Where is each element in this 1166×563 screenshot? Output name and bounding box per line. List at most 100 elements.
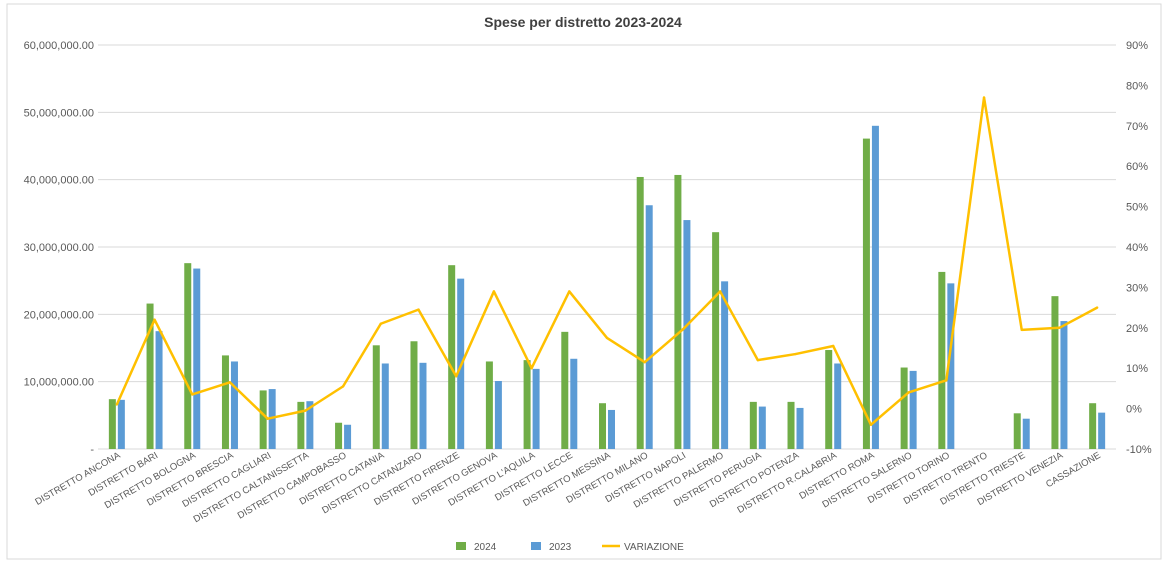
- bar-2024: [259, 390, 267, 449]
- bar-2024: [372, 345, 380, 449]
- legend-label: 2023: [549, 542, 572, 553]
- bar-2024: [1051, 296, 1059, 449]
- line-point-VARIAZIONE: [756, 358, 760, 362]
- bar-2023: [419, 362, 427, 449]
- bar-2023: [381, 363, 389, 449]
- y2-tick-label: 10%: [1126, 363, 1148, 375]
- line-point-VARIAZIONE: [341, 385, 345, 388]
- bar-2024: [825, 350, 833, 449]
- y2-tick-label: 20%: [1126, 323, 1148, 335]
- line-point-VARIAZIONE: [869, 423, 873, 426]
- line-point-VARIAZIONE: [228, 381, 232, 384]
- y2-tick-label: 60%: [1126, 161, 1148, 173]
- bar-2024: [1089, 403, 1097, 449]
- legend-label: VARIAZIONE: [624, 542, 684, 553]
- bar-2023: [909, 370, 917, 449]
- line-point-VARIAZIONE: [304, 409, 307, 412]
- y-tick-label: 40,000,000.00: [24, 175, 94, 187]
- y2-tick-label: 70%: [1126, 121, 1148, 133]
- y-tick-label: 50,000,000.00: [24, 107, 94, 119]
- bar-2023: [608, 409, 615, 449]
- line-point-VARIAZIONE: [794, 352, 797, 356]
- bar-2024: [146, 303, 154, 449]
- y2-tick-label: 40%: [1126, 242, 1148, 254]
- bar-2023: [532, 368, 540, 449]
- line-point-VARIAZIONE: [417, 308, 420, 311]
- bar-2023: [645, 205, 653, 449]
- bar-2023: [796, 407, 804, 449]
- bar-2024: [561, 331, 569, 449]
- bar-2024: [636, 176, 644, 449]
- line-point-VARIAZIONE: [115, 403, 119, 406]
- line-point-VARIAZIONE: [191, 393, 194, 396]
- y2-tick-label: 30%: [1126, 282, 1148, 294]
- line-point-VARIAZIONE: [681, 328, 684, 332]
- bar-2024: [938, 271, 946, 449]
- y-tick-label: 60,000,000.00: [24, 40, 94, 52]
- line-point-VARIAZIONE: [945, 379, 948, 382]
- line-point-VARIAZIONE: [568, 290, 571, 293]
- bar-2024: [749, 401, 757, 449]
- y2-tick-label: 90%: [1126, 40, 1148, 52]
- line-point-VARIAZIONE: [832, 344, 835, 348]
- line-point-VARIAZIONE: [454, 375, 458, 378]
- gridlines: [98, 44, 1116, 450]
- line-point-VARIAZIONE: [492, 290, 496, 293]
- bar-2023: [758, 406, 766, 449]
- line-point-VARIAZIONE: [605, 336, 609, 340]
- line-point-VARIAZIONE: [1058, 326, 1061, 329]
- y2-tick-label: 50%: [1126, 202, 1148, 214]
- bar-2023: [947, 283, 955, 449]
- bar-2024: [787, 401, 795, 449]
- bar-2024: [108, 399, 116, 449]
- bar-2024: [184, 263, 192, 449]
- bar-2024: [335, 422, 343, 449]
- y-axis-right: -10% 0% 10% 20% 30% 40% 50% 60% 70% 80% 90%: [1126, 40, 1152, 456]
- line-series: [115, 96, 1099, 427]
- bar-series: [108, 125, 1106, 450]
- bar-2024: [221, 355, 229, 449]
- line-point-VARIAZIONE: [1095, 306, 1099, 309]
- bar-2023: [494, 380, 502, 449]
- line-point-VARIAZIONE: [530, 367, 533, 370]
- bar-2023: [117, 399, 125, 449]
- y2-tick-label: -10%: [1126, 444, 1152, 456]
- y-tick-label: 20,000,000.00: [24, 309, 94, 321]
- bar-2024: [448, 265, 456, 449]
- bar-2023: [834, 363, 842, 449]
- y2-tick-label: 80%: [1126, 80, 1148, 92]
- y2-tick-label: 0%: [1126, 404, 1142, 416]
- bar-2024: [599, 403, 606, 449]
- bar-2023: [155, 331, 163, 449]
- bar-2023: [721, 281, 729, 449]
- bar-2024: [900, 367, 908, 449]
- bar-2024: [523, 360, 531, 449]
- legend-swatch-2024: [456, 542, 466, 550]
- legend-label: 2024: [474, 542, 497, 553]
- bar-2023: [1022, 418, 1030, 449]
- y-tick-label: -: [90, 444, 94, 456]
- bar-2024: [410, 341, 418, 449]
- bar-2023: [1098, 412, 1106, 449]
- bar-2023: [570, 358, 578, 449]
- bar-2023: [268, 389, 276, 449]
- line-point-VARIAZIONE: [379, 322, 382, 325]
- legend-swatch-2023: [531, 542, 541, 550]
- line-point-VARIAZIONE: [153, 318, 156, 321]
- bar-2023: [683, 220, 691, 449]
- bar-2024: [712, 232, 720, 449]
- line-point-VARIAZIONE: [266, 417, 269, 420]
- line-point-VARIAZIONE: [907, 391, 910, 394]
- bar-2024: [485, 361, 493, 449]
- y-tick-label: 30,000,000.00: [24, 242, 94, 254]
- bar-2023: [871, 125, 879, 450]
- bar-2024: [297, 401, 305, 449]
- bar-2023: [1060, 321, 1068, 449]
- bar-2024: [862, 138, 870, 450]
- bar-2024: [674, 174, 682, 449]
- line-point-VARIAZIONE: [982, 96, 986, 99]
- y-tick-label: 10,000,000.00: [24, 377, 94, 389]
- bar-2024: [1013, 413, 1021, 449]
